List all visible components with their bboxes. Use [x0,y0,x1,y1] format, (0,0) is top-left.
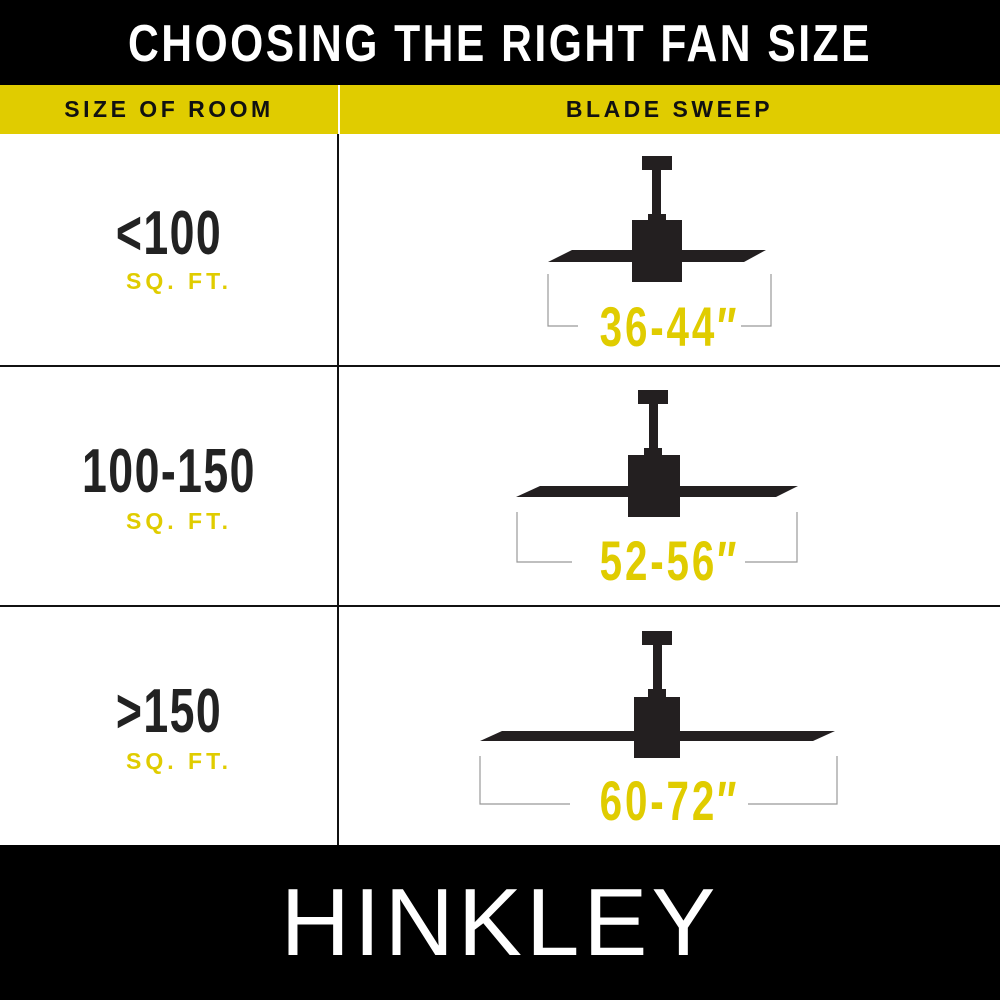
room-unit: SQ. FT. [126,268,232,294]
column-divider [337,134,339,845]
page-title: CHOOSING THE RIGHT FAN SIZE [128,15,872,73]
brand-logo: HINKLEY [280,869,720,976]
room-size: 100-150 [82,437,256,506]
fan-icon [547,156,772,327]
header-size-of-room: SIZE OF ROOM [64,96,274,122]
header-blade-sweep: BLADE SWEEP [565,96,774,122]
row-divider [0,365,1000,367]
fan-icon [479,631,838,805]
blade-sweep-value: 52-56″ [599,529,740,592]
blade-sweep-value: 60-72″ [599,769,740,832]
title-bar [0,0,1000,85]
room-unit: SQ. FT. [126,748,232,774]
table-row: 100-150 SQ. FT. 52-56″ [0,366,1000,605]
footer-bar [0,845,1000,1000]
table-row: >150 SQ. FT. 60-72″ [0,606,1000,845]
blade-sweep-value: 36-44″ [599,295,740,358]
table-header: SIZE OF ROOM BLADE SWEEP [0,85,1000,134]
fan-icon [516,390,798,563]
table-row: <100 SQ. FT. 36-44″ [0,134,1000,365]
room-size: <100 [115,199,223,268]
header-divider [338,85,340,134]
room-size: >150 [115,677,223,746]
room-unit: SQ. FT. [126,508,232,534]
row-divider [0,605,1000,607]
